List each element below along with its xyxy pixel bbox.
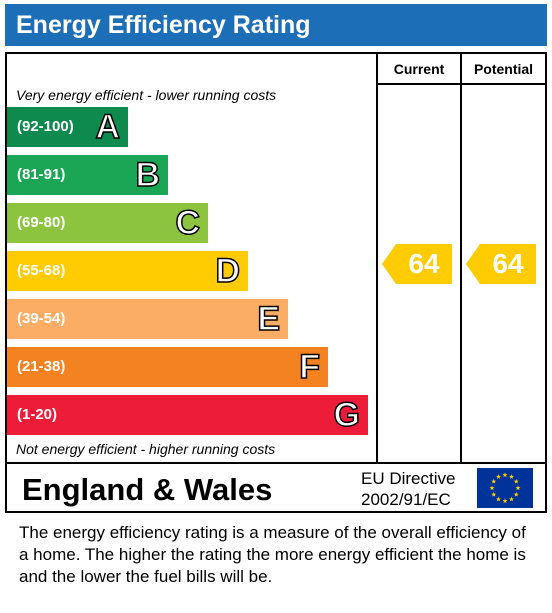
star-icon <box>491 478 497 484</box>
band-d: (55-68) D <box>7 251 248 291</box>
band-letter-label: G <box>333 395 361 435</box>
star-icon <box>489 485 495 491</box>
directive-line-1: EU Directive <box>361 469 456 488</box>
band-letter-label: B <box>135 155 161 195</box>
star-icon <box>515 485 521 491</box>
star-icon <box>502 498 508 504</box>
band-range-label: (21-38) <box>17 358 66 375</box>
rating-table <box>5 52 547 513</box>
star-icon <box>502 472 508 478</box>
band-letter-label: D <box>215 251 241 291</box>
column-divider-right <box>460 52 462 463</box>
potential-rating: 64 <box>466 244 536 284</box>
current-rating-arrow <box>382 244 452 284</box>
page-title: Energy Efficiency Rating <box>5 4 547 46</box>
band-letter-label: C <box>175 203 201 243</box>
current-rating-value: 64 <box>408 248 440 279</box>
footer-region: England & Wales <box>22 472 273 507</box>
band-range-label: (81-91) <box>17 166 66 183</box>
directive-line-2: 2002/91/EC <box>361 490 451 509</box>
star-icon <box>513 491 519 497</box>
band-e: (39-54) E <box>7 299 288 339</box>
bottom-note: Not energy efficient - higher running co… <box>16 441 276 457</box>
band-range-label: (92-100) <box>17 118 74 135</box>
description-text: The energy efficiency rating is a measur… <box>19 523 526 586</box>
band-b: (81-91) B <box>7 155 168 195</box>
star-icon <box>496 474 501 479</box>
header-divider <box>378 83 545 85</box>
star-icon <box>496 496 501 502</box>
current-column-header: Current <box>393 61 445 77</box>
potential-column-header: Potential <box>473 61 534 77</box>
star-icon <box>491 491 497 497</box>
band-range-label: (39-54) <box>17 310 66 327</box>
current-rating: 64 <box>382 244 452 284</box>
band-range-label: (1-20) <box>17 406 58 423</box>
star-icon <box>509 474 514 479</box>
band-letter-label: F <box>298 347 320 387</box>
band-a: (92-100) A <box>7 107 128 147</box>
band-g: (1-20) G <box>7 395 368 435</box>
band-c: (69-80) C <box>7 203 208 243</box>
band-f: (21-38) F <box>7 347 328 387</box>
column-divider-left <box>376 52 378 463</box>
potential-rating-value: 64 <box>492 248 524 279</box>
eu-directive: EU Directive 2002/91/EC <box>361 468 455 510</box>
band-letter-label: E <box>257 299 281 339</box>
star-icon <box>509 496 514 502</box>
band-range-label: (55-68) <box>17 262 66 279</box>
band-range-label: (69-80) <box>17 214 66 231</box>
band-letter-label: A <box>95 107 121 147</box>
top-note: Very energy efficient - lower running co… <box>16 87 277 103</box>
star-icon <box>513 478 519 484</box>
footer-divider <box>5 462 547 464</box>
eu-flag-icon <box>477 468 533 508</box>
potential-rating-arrow <box>466 244 536 284</box>
